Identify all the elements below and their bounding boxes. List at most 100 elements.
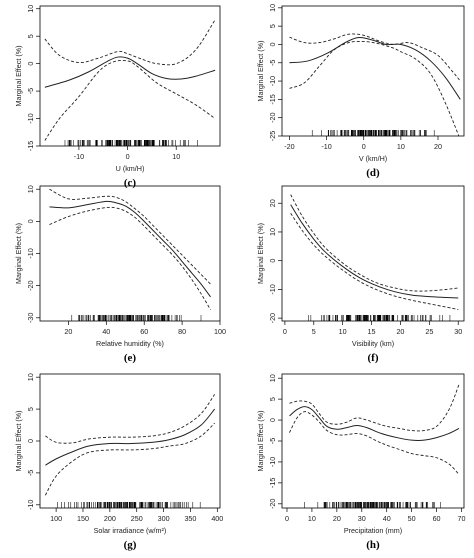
panel-e: 20 40 60 80 100 -30 -20 -10 0 10 Relative humidity…	[14, 185, 226, 364]
series-lower-line	[289, 411, 460, 475]
panel-label: (d)	[366, 167, 380, 179]
series-upper-line	[49, 188, 211, 285]
x-tick-label: 250	[131, 514, 143, 523]
y-tick-label: 10	[26, 185, 35, 193]
x-tick-label: 60	[140, 327, 148, 336]
y-axis-title: Marginal Effect (%)	[14, 223, 23, 284]
y-tick-label: -5	[268, 438, 277, 444]
panel-d: -20 -10 0 10 20 -25 -20 -15 -10 -5 0 5 10 V (km/H) Mar…	[256, 4, 465, 179]
rug-marks	[308, 315, 451, 321]
x-tick-label: 0	[283, 327, 287, 336]
series-estimate-line	[44, 56, 216, 88]
x-tick-label: 400	[211, 514, 223, 523]
y-tick-label: 10	[268, 228, 277, 236]
x-tick-label: 150	[77, 514, 89, 523]
y-tick-label: 0	[26, 219, 35, 223]
x-axis-title: Visibility (km)	[352, 339, 394, 348]
y-axis-title: Marginal Effect (%)	[256, 411, 265, 472]
y-tick-label: -5	[26, 88, 35, 94]
panel-c: -10 0 10 -15 -10 -5 0 5 10 U (km/H) Marginal Effec…	[14, 5, 221, 189]
x-tick-label: 15	[368, 327, 376, 336]
y-axis-title: Marginal Effect (%)	[256, 223, 265, 284]
x-tick-label: 10	[339, 327, 347, 336]
x-tick-label: 20	[64, 327, 72, 336]
y-tick-label: -10	[26, 500, 35, 510]
y-tick-label: 10	[268, 374, 277, 382]
x-tick-label: -20	[284, 142, 294, 151]
x-tick-label: 10	[172, 152, 180, 161]
panel-h: 0 10 20 30 40 50 60 70 -20 -15 -10 -5 0 5 10 Precipitat…	[256, 373, 466, 551]
x-tick-label: 10	[308, 514, 316, 523]
y-tick-label: 0	[26, 439, 35, 443]
y-tick-label: 20	[268, 199, 277, 207]
y-tick-label: -20	[268, 499, 277, 509]
panel-label: (h)	[366, 539, 380, 551]
x-tick-label: 20	[434, 142, 442, 151]
series-estimate-line	[49, 200, 211, 298]
panel-label: (f)	[368, 352, 379, 364]
x-axis-title: Relative humidity (%)	[96, 339, 164, 348]
x-tick-label: 300	[158, 514, 170, 523]
x-tick-label: 100	[50, 514, 62, 523]
series-lower-line	[49, 206, 211, 310]
x-tick-label: 25	[425, 327, 433, 336]
y-axis-title: Marginal Effect (%)	[14, 46, 23, 107]
series-lower-line	[289, 40, 460, 136]
x-tick-label: 350	[184, 514, 196, 523]
y-tick-label: -15	[268, 478, 277, 488]
x-tick-label: -10	[321, 142, 331, 151]
panel-label: (g)	[124, 539, 137, 551]
series-upper-line	[44, 19, 216, 66]
x-tick-label: 200	[104, 514, 116, 523]
y-tick-label: -20	[268, 112, 277, 122]
series-upper-line	[289, 384, 460, 432]
y-axis-title: Marginal Effect (%)	[14, 411, 23, 472]
x-tick-label: 40	[383, 514, 391, 523]
y-tick-label: 0	[26, 62, 35, 66]
x-axis-title: Precipitation (mm)	[344, 526, 402, 535]
x-tick-label: 0	[362, 142, 366, 151]
plot-frame	[39, 185, 221, 322]
x-tick-label: 10	[397, 142, 405, 151]
y-axis-title: Marginal Effect (%)	[256, 41, 265, 102]
series-estimate-line	[289, 406, 460, 441]
x-tick-label: 20	[396, 327, 404, 336]
y-tick-label: 5	[268, 24, 277, 28]
series-upper-line	[289, 33, 461, 82]
y-tick-label: -10	[268, 284, 277, 294]
plot-frame	[39, 5, 221, 147]
y-tick-label: -10	[268, 76, 277, 86]
x-tick-label: 70	[458, 514, 466, 523]
plot-frame	[281, 373, 465, 509]
x-tick-label: 0	[126, 152, 130, 161]
x-tick-label: 50	[408, 514, 416, 523]
x-tick-label: 30	[358, 514, 366, 523]
x-axis-title: V (km/H)	[359, 154, 387, 163]
series-lower-line	[44, 422, 215, 496]
series-estimate-line	[289, 36, 461, 100]
series-upper-line	[45, 394, 215, 444]
series-estimate-line	[45, 408, 216, 466]
x-tick-label: 100	[214, 327, 226, 336]
series-lower-line	[44, 59, 216, 141]
panel-label: (c)	[124, 177, 137, 189]
series-estimate-line	[290, 204, 459, 299]
y-tick-label: -25	[268, 131, 277, 141]
plot-frame	[39, 373, 221, 509]
y-tick-label: -5	[268, 60, 277, 66]
x-tick-label: 5	[312, 327, 316, 336]
x-tick-label: 0	[285, 514, 289, 523]
y-tick-label: 0	[268, 259, 277, 263]
plot-frame	[281, 5, 465, 137]
y-tick-label: 5	[26, 34, 35, 38]
x-tick-label: 30	[454, 327, 462, 336]
y-tick-label: 0	[268, 418, 277, 422]
rug-marks	[57, 502, 201, 508]
x-tick-label: -10	[74, 152, 84, 161]
panel-label: (e)	[124, 352, 137, 364]
y-tick-label: 10	[26, 373, 35, 381]
y-tick-label: -10	[26, 248, 35, 258]
x-axis-title: U (km/H)	[116, 164, 145, 173]
y-tick-label: -5	[26, 470, 35, 476]
